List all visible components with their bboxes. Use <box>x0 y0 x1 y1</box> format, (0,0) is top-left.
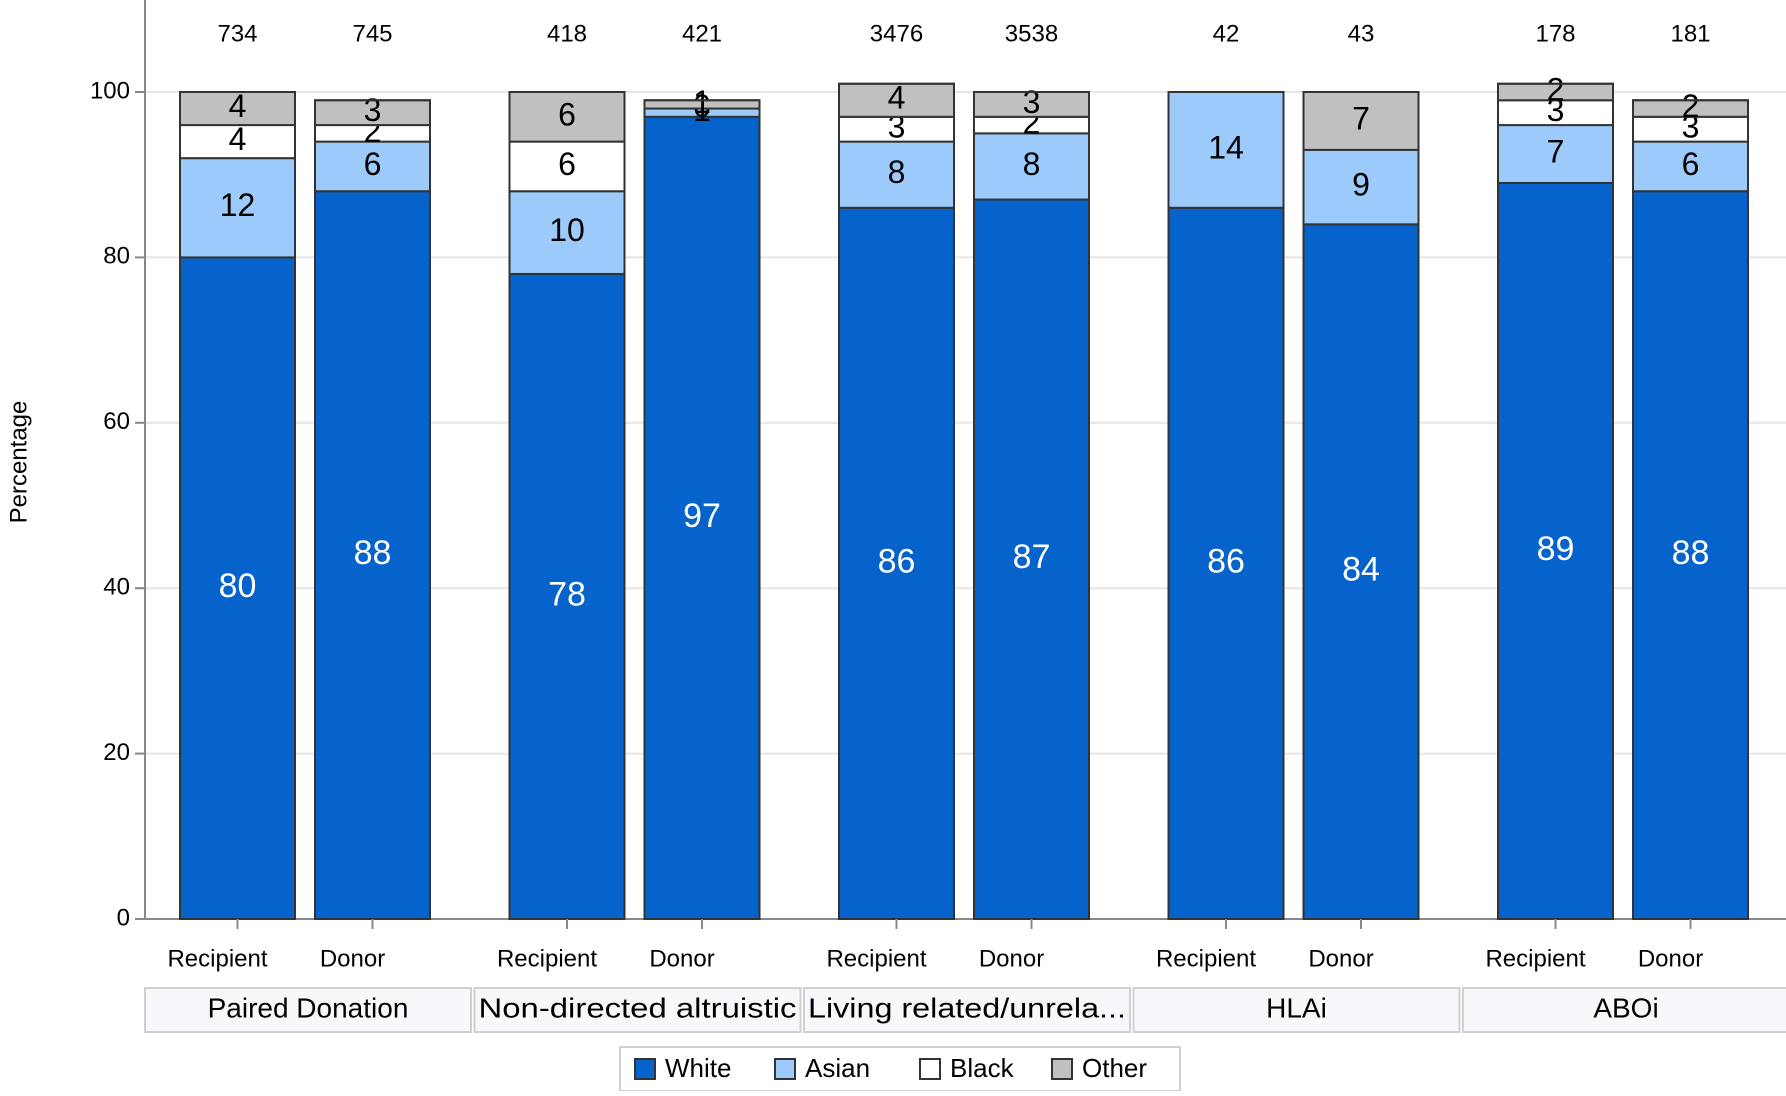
data-label: 6 <box>558 146 576 182</box>
bar-segment-other <box>508 91 626 143</box>
y-tick-label: 100 <box>90 77 130 104</box>
bar-count-label: 745 <box>352 20 392 47</box>
x-tick-label: Donor <box>320 945 385 972</box>
data-label: 12 <box>220 187 256 223</box>
legend-label: Other <box>1082 1053 1147 1083</box>
x-tick-label: Recipient <box>826 945 926 972</box>
data-label: 78 <box>548 575 586 613</box>
legend-swatch-black <box>919 1058 941 1080</box>
data-label: 4 <box>888 80 906 116</box>
data-label: 6 <box>364 146 382 182</box>
data-label: 84 <box>1342 551 1380 589</box>
group-label: Non-directed altruistic <box>479 992 797 1023</box>
data-label: 7 <box>1547 133 1565 169</box>
group-label-box <box>1132 987 1461 1033</box>
bar-count-label: 3476 <box>870 20 923 47</box>
bar-count-label: 421 <box>682 20 722 47</box>
legend-swatch-asian <box>774 1058 796 1080</box>
x-tick-label: Recipient <box>1485 945 1585 972</box>
x-tick-label: Donor <box>1638 945 1703 972</box>
bar-segment-white <box>1302 223 1420 920</box>
data-label: 80 <box>219 567 257 605</box>
y-tick-label: 60 <box>103 408 130 435</box>
legend-box <box>619 1046 1181 1092</box>
x-tick-label: Recipient <box>1156 945 1256 972</box>
x-tick-label: Recipient <box>167 945 267 972</box>
bar-count-label: 418 <box>547 20 587 47</box>
data-label: 7 <box>1352 100 1370 136</box>
legend-swatch-white <box>634 1058 656 1080</box>
bar-count-label: 734 <box>217 20 257 47</box>
data-label: 86 <box>1207 542 1245 580</box>
data-label: 6 <box>558 96 576 132</box>
group-label: HLAi <box>1266 992 1327 1023</box>
data-label: 87 <box>1013 538 1051 576</box>
y-tick-label: 0 <box>117 904 130 931</box>
data-label: 14 <box>1208 129 1244 165</box>
group-label: Paired Donation <box>208 992 409 1023</box>
group-label: ABOi <box>1593 992 1658 1023</box>
legend-label: Asian <box>805 1053 870 1083</box>
bar-count-label: 42 <box>1213 20 1240 47</box>
bar-segment-white <box>1632 190 1749 921</box>
bar-segment-other <box>179 91 296 127</box>
bar-segment-white <box>838 206 955 920</box>
x-tick-label: Donor <box>649 945 714 972</box>
data-label: 97 <box>683 497 721 535</box>
data-label: 8 <box>1023 146 1041 182</box>
bar-count-label: 3538 <box>1005 20 1058 47</box>
data-label: 88 <box>1672 534 1710 572</box>
bar-segment-asian <box>838 140 955 209</box>
data-label: 10 <box>549 212 585 248</box>
group-label-box <box>144 987 472 1033</box>
bar-segment-white <box>643 115 761 920</box>
bar-segment-asian <box>179 157 296 259</box>
bar-segment-asian <box>1497 124 1614 184</box>
y-tick-label: 80 <box>103 243 130 270</box>
legend-label: White <box>665 1053 731 1083</box>
bar-count-label: 181 <box>1670 20 1710 47</box>
group-label-box <box>803 987 1131 1033</box>
group-label-box <box>473 987 802 1033</box>
data-label: 3 <box>1023 84 1041 120</box>
legend-swatch-other <box>1051 1058 1073 1080</box>
data-label: 86 <box>878 542 916 580</box>
group-label-box <box>1462 987 1786 1033</box>
y-tick-label: 20 <box>103 739 130 766</box>
data-label: 4 <box>229 121 247 157</box>
data-label: 2 <box>1682 88 1700 124</box>
data-label: 1 <box>693 84 711 120</box>
data-label: 6 <box>1682 146 1700 182</box>
y-axis-title: Percentage <box>5 401 32 524</box>
legend-label: Black <box>950 1053 1015 1083</box>
x-tick-label: Donor <box>979 945 1044 972</box>
y-tick-label: 40 <box>103 574 130 601</box>
data-label: 8 <box>888 154 906 190</box>
group-label: Living related/unrela... <box>808 992 1126 1023</box>
data-label: 3 <box>364 92 382 128</box>
data-label: 88 <box>354 534 392 572</box>
x-tick-label: Donor <box>1308 945 1373 972</box>
bar-count-label: 43 <box>1348 20 1375 47</box>
data-label: 89 <box>1537 530 1575 568</box>
bar-count-label: 178 <box>1535 20 1575 47</box>
bar-segment-white <box>179 256 296 920</box>
data-label: 9 <box>1352 167 1370 203</box>
data-label: 4 <box>229 88 247 124</box>
data-label: 2 <box>1547 71 1565 107</box>
x-tick-label: Recipient <box>497 945 597 972</box>
